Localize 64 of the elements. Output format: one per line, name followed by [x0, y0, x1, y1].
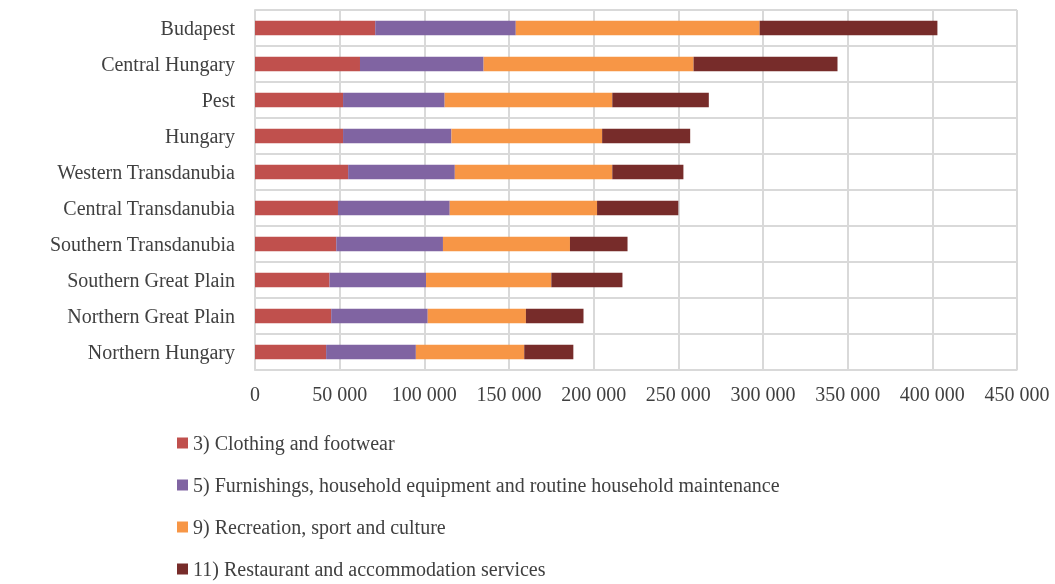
y-tick-label: Northern Hungary [87, 341, 235, 364]
legend-label: 3) Clothing and footwear [193, 432, 395, 455]
bar [255, 56, 360, 72]
y-tick-label: Pest [201, 89, 236, 111]
bar [336, 236, 443, 252]
bar [255, 200, 338, 216]
bar [331, 308, 428, 324]
bar [569, 236, 628, 252]
bar [343, 92, 445, 108]
legend-label: 11) Restaurant and accommodation services [193, 558, 546, 581]
bar [255, 272, 330, 288]
bar [255, 128, 344, 144]
bar [255, 344, 327, 360]
bar [442, 236, 570, 252]
bar [343, 128, 452, 144]
y-tick-label: Hungary [165, 125, 235, 148]
legend-label: 9) Recreation, sport and culture [193, 516, 446, 539]
y-tick-label: Southern Great Plain [67, 269, 235, 291]
y-tick-label: Central Hungary [101, 53, 235, 76]
y-tick-label: Budapest [160, 17, 236, 40]
y-tick-label: Central Transdanubia [63, 197, 236, 219]
legend-label: 5) Furnishings, household equipment and routine household maintenance [193, 474, 780, 497]
bar [255, 236, 337, 252]
x-tick-label: 400 000 [899, 383, 965, 405]
bar [515, 20, 760, 36]
bar [483, 56, 694, 72]
y-tick-label: Northern Great Plain [67, 305, 235, 327]
bar [454, 164, 613, 180]
bar [255, 308, 332, 324]
bar [525, 308, 584, 324]
bar [524, 344, 574, 360]
y-tick-label: Southern Transdanubia [50, 233, 236, 255]
bar [326, 344, 416, 360]
bar [415, 344, 525, 360]
bar [337, 200, 450, 216]
bar [426, 272, 552, 288]
bar [375, 20, 516, 36]
bar [597, 200, 679, 216]
x-tick-label: 200 000 [561, 383, 627, 405]
bar [427, 308, 526, 324]
bar [359, 56, 484, 72]
x-tick-label: 150 000 [476, 383, 542, 405]
bar [255, 92, 344, 108]
x-tick-label: 50 000 [312, 383, 368, 405]
bar [255, 20, 376, 36]
x-tick-label: 100 000 [391, 383, 457, 405]
bar [329, 272, 427, 288]
bar [612, 164, 684, 180]
x-tick-label: 250 000 [645, 383, 711, 405]
bar [444, 92, 613, 108]
bar [602, 128, 691, 144]
bar [693, 56, 838, 72]
x-tick-label: 350 000 [815, 383, 881, 405]
bar [551, 272, 623, 288]
y-tick-label: Western Transdanubia [57, 161, 236, 183]
bar [612, 92, 709, 108]
bar [255, 164, 349, 180]
bar [759, 20, 938, 36]
x-tick-label: 300 000 [730, 383, 796, 405]
x-tick-label: 0 [250, 383, 260, 405]
bar [449, 200, 598, 216]
x-tick-label: 450 000 [984, 383, 1050, 405]
bar [348, 164, 455, 180]
bar [451, 128, 603, 144]
